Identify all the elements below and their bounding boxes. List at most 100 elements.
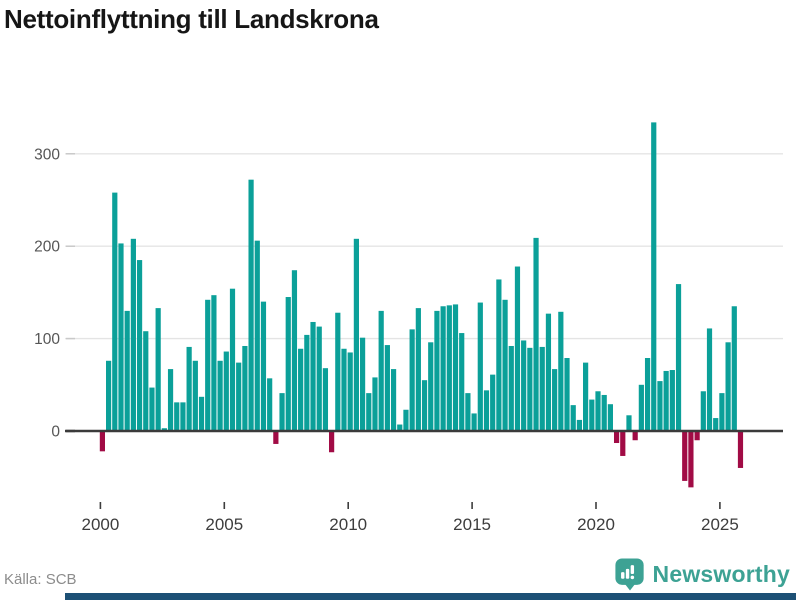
bar-2003-q2	[180, 402, 186, 431]
bar-2013-q1	[421, 380, 428, 431]
bar-2019-q3	[583, 362, 589, 431]
bar-2006-q2	[254, 240, 260, 431]
bar-2001-q2	[130, 238, 136, 431]
x-axis-label-2020: 2020	[577, 515, 615, 534]
bar-2008-q4	[316, 326, 322, 431]
bar-2005-q4	[242, 345, 248, 431]
bar-2011-q3	[384, 345, 390, 431]
bar-2016-q1	[496, 279, 502, 431]
bar-2010-q3	[359, 337, 366, 431]
bar-chart-speech-bubble-icon	[614, 558, 644, 591]
y-axis-label-0: 0	[51, 424, 60, 441]
bar-2006-q3	[260, 301, 267, 431]
bar-2002-q1	[149, 387, 155, 431]
bar-2018-q3	[558, 311, 564, 431]
bar-2012-q4	[415, 308, 421, 431]
y-axis-label-100: 100	[34, 331, 60, 348]
x-axis-label-2010: 2010	[329, 515, 367, 534]
bar-2005-q2	[229, 288, 236, 431]
bar-2024-q4	[713, 418, 719, 431]
bar-2020-q1	[595, 391, 601, 431]
bar-2008-q2	[304, 334, 310, 431]
bar-2014-q2	[452, 304, 459, 431]
bar-2004-q2	[205, 299, 211, 431]
bar-2014-q3	[459, 333, 465, 431]
bar-2022-q2	[651, 122, 657, 431]
bar-2017-q3	[533, 237, 539, 431]
bar-2010-q4	[366, 393, 372, 431]
bar-2024-q3	[706, 328, 713, 431]
bar-2014-q1	[446, 305, 452, 431]
bar-2021-q1	[620, 431, 626, 456]
bar-2008-q3	[310, 321, 316, 431]
bar-chart: 0 100 200 300 2000 2005 2010 2015 2020 2025	[34, 122, 783, 534]
bar-2016-q4	[514, 266, 521, 431]
bar-2025-q2	[725, 342, 731, 431]
bar-2008-q1	[298, 348, 304, 431]
bar-2000-q4	[118, 243, 124, 431]
bar-2002-q4	[167, 369, 174, 431]
x-axis-label-2000: 2000	[81, 515, 119, 534]
bar-2001-q3	[136, 260, 143, 431]
bar-2022-q1	[644, 358, 651, 431]
bar-2013-q4	[440, 306, 446, 431]
bar-2021-q4	[638, 384, 644, 431]
bar-2017-q1	[521, 340, 527, 431]
bar-2012-q3	[409, 329, 415, 431]
bar-2009-q1	[322, 368, 329, 431]
bar-2009-q3	[335, 312, 341, 431]
bottom-accent-bar	[65, 593, 796, 600]
bar-2004-q4	[217, 360, 223, 431]
bar-2007-q2	[279, 393, 285, 431]
y-axis-label-300: 300	[34, 146, 60, 163]
bar-2015-q4	[490, 374, 496, 431]
bar-2025-q3	[731, 306, 737, 431]
bar-2020-q2	[601, 394, 607, 431]
chart-title: Nettoinflyttning till Landskrona	[4, 4, 379, 34]
newsworthy-logo: Newsworthy	[614, 557, 790, 592]
bar-2003-q4	[192, 360, 198, 431]
newsworthy-wordmark: Newsworthy	[652, 561, 790, 587]
bar-2013-q2	[428, 342, 434, 431]
bar-2018-q2	[552, 369, 558, 431]
bar-2006-q4	[267, 378, 273, 431]
bar-2001-q1	[124, 310, 130, 431]
bar-2010-q1	[347, 352, 353, 431]
bar-2020-q4	[613, 431, 620, 444]
bar-2020-q3	[607, 404, 613, 431]
bar-2021-q3	[632, 431, 638, 441]
x-axis-label-2005: 2005	[205, 515, 243, 534]
bar-2006-q1	[248, 179, 254, 431]
bar-2025-q4	[737, 431, 744, 468]
bar-2003-q1	[174, 402, 180, 431]
bar-2004-q3	[211, 295, 217, 431]
bar-2005-q3	[236, 362, 242, 431]
y-axis-label-200: 200	[34, 239, 60, 256]
bar-2001-q4	[143, 331, 149, 431]
bar-2000-q1	[99, 431, 105, 452]
bar-2015-q1	[471, 413, 477, 431]
bar-2021-q2	[626, 415, 632, 431]
bar-2000-q2	[106, 360, 112, 431]
bar-2009-q2	[329, 431, 335, 453]
bar-2019-q2	[576, 419, 583, 431]
bar-2017-q4	[539, 346, 545, 431]
bar-2016-q3	[508, 345, 514, 431]
bar-2015-q3	[483, 390, 490, 431]
bar-2012-q2	[403, 409, 409, 431]
bar-2007-q4	[291, 270, 298, 431]
bar-2023-q3	[682, 431, 688, 481]
bar-2023-q4	[688, 431, 694, 488]
bar-2013-q3	[434, 310, 440, 431]
bar-2004-q1	[198, 396, 205, 431]
bar-2007-q1	[273, 431, 279, 444]
bar-2022-q4	[663, 370, 669, 431]
bar-2005-q1	[223, 351, 229, 431]
bar-2019-q4	[589, 399, 595, 431]
source-label: Källa: SCB	[4, 571, 77, 588]
bar-2010-q2	[353, 238, 359, 431]
bar-2007-q3	[285, 297, 291, 431]
bar-2023-q1	[669, 370, 675, 431]
bar-2011-q2	[378, 310, 384, 431]
